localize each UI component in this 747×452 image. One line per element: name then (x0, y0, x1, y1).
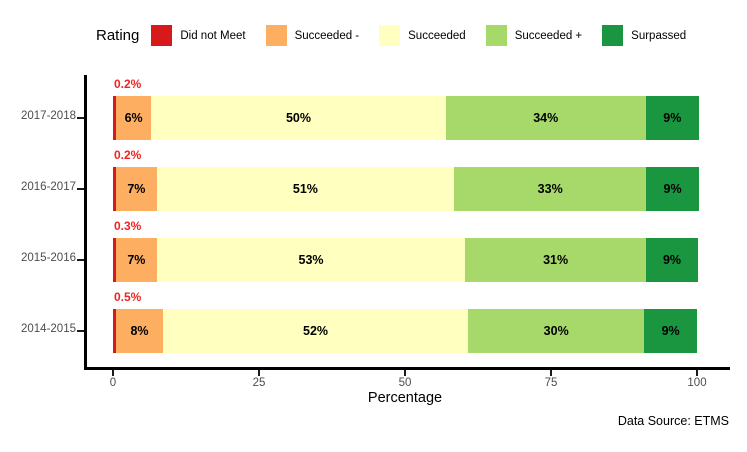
x-axis-tick-label: 100 (687, 377, 707, 389)
bar-segment: 9% (646, 167, 699, 211)
bar-row: 7% 53% 31% 9% (113, 238, 699, 282)
bar-segment: 9% (644, 309, 698, 353)
bar-segment: 50% (151, 96, 446, 140)
bar-segment: 34% (445, 96, 646, 140)
bar-annotation-label: 0.2% (114, 77, 142, 91)
bar-row: 8% 52% 30% 9% (113, 309, 698, 353)
bar-segment: 7% (116, 238, 157, 282)
legend-item-label: Succeeded + (514, 29, 583, 42)
bar-segment-label: 9% (661, 324, 680, 338)
bar-segment: 53% (156, 238, 466, 282)
x-axis-title: Percentage (367, 390, 443, 406)
x-axis-tick-label: 75 (544, 377, 558, 389)
x-axis-tick (550, 370, 552, 376)
bar-segment: 31% (465, 238, 646, 282)
legend-title: Rating (96, 27, 140, 44)
bar-segment (113, 167, 116, 211)
bar-segment-label: 7% (127, 182, 146, 196)
legend-item: Did not Meet (151, 25, 246, 46)
bar-segment-label: 50% (285, 111, 311, 125)
bar-segment: 33% (454, 167, 647, 211)
x-axis-tick (112, 370, 114, 376)
bar-segment-label: 52% (303, 324, 329, 338)
y-axis-tick (77, 117, 84, 119)
legend-items: Did not Meet Succeeded - Succeeded Succeede… (151, 25, 686, 46)
bar-segment-label: 9% (663, 111, 682, 125)
x-axis-tick-label: 0 (109, 377, 117, 389)
data-source-note: Data Source: ETMS (617, 414, 729, 428)
bar-segment-label: 34% (533, 111, 559, 125)
bar-segment-label: 53% (298, 253, 324, 267)
bar-segment-label: 31% (543, 253, 569, 267)
bar-segment-label: 9% (663, 182, 682, 196)
bar-annotation-label: 0.2% (114, 148, 142, 162)
legend-item: Succeeded (379, 25, 466, 46)
bar-segment: 6% (116, 96, 152, 140)
bar-segment (113, 309, 116, 353)
bar-row: 6% 50% 34% 9% (113, 96, 699, 140)
y-axis-category-label: 2017-2018 (21, 110, 76, 122)
bar-row: 7% 51% 33% 9% (113, 167, 699, 211)
y-axis-tick (77, 188, 84, 190)
bar-segment-label: 51% (292, 182, 318, 196)
legend-item: Succeeded - (265, 25, 360, 46)
y-axis-category-label: 2014-2015 (21, 323, 76, 335)
legend-color-swatch (265, 25, 287, 46)
bar-segment-label: 7% (127, 253, 146, 267)
legend-color-swatch (602, 25, 624, 46)
legend-item-label: Did not Meet (180, 29, 246, 42)
legend-color-swatch (379, 25, 401, 46)
bar-segment: 7% (116, 167, 157, 211)
bar-segment-label: 8% (130, 324, 149, 338)
legend-item: Surpassed (602, 25, 686, 46)
bar-segment-label: 30% (543, 324, 569, 338)
legend-item-label: Succeeded (408, 29, 466, 42)
y-axis-line (84, 75, 87, 370)
legend-item-label: Succeeded - (294, 29, 360, 42)
bar-annotation-label: 0.5% (114, 290, 142, 304)
legend: Rating Did not Meet Succeeded - Succeeded S… (96, 25, 686, 46)
x-axis-line (84, 367, 730, 370)
legend-item-label: Surpassed (631, 29, 687, 42)
bar-segment-label: 6% (124, 111, 143, 125)
bar-segment (113, 238, 116, 282)
bar-segment: 52% (162, 309, 469, 353)
bar-segment: 51% (156, 167, 455, 211)
bar-segment-label: 9% (662, 253, 682, 267)
bar-segment (113, 96, 116, 140)
legend-item: Succeeded + (485, 25, 583, 46)
bar-segment: 8% (116, 309, 163, 353)
x-axis-tick-label: 25 (252, 377, 266, 389)
bar-segment: 9% (645, 96, 699, 140)
x-axis-tick (258, 370, 260, 376)
legend-color-swatch (485, 25, 507, 46)
x-axis-tick-label: 50 (398, 377, 412, 389)
bar-segment: 9% (645, 238, 699, 282)
y-axis-tick (77, 330, 84, 332)
y-axis-category-label: 2015-2016 (21, 252, 76, 264)
x-axis-tick (404, 370, 406, 376)
y-axis-category-label: 2016-2017 (21, 181, 76, 193)
legend-color-swatch (151, 25, 173, 46)
bar-annotation-label: 0.3% (114, 219, 142, 233)
bar-segment-label: 33% (537, 182, 563, 196)
y-axis-tick (77, 259, 84, 261)
x-axis-tick (696, 370, 698, 376)
bar-segment: 30% (468, 309, 645, 353)
